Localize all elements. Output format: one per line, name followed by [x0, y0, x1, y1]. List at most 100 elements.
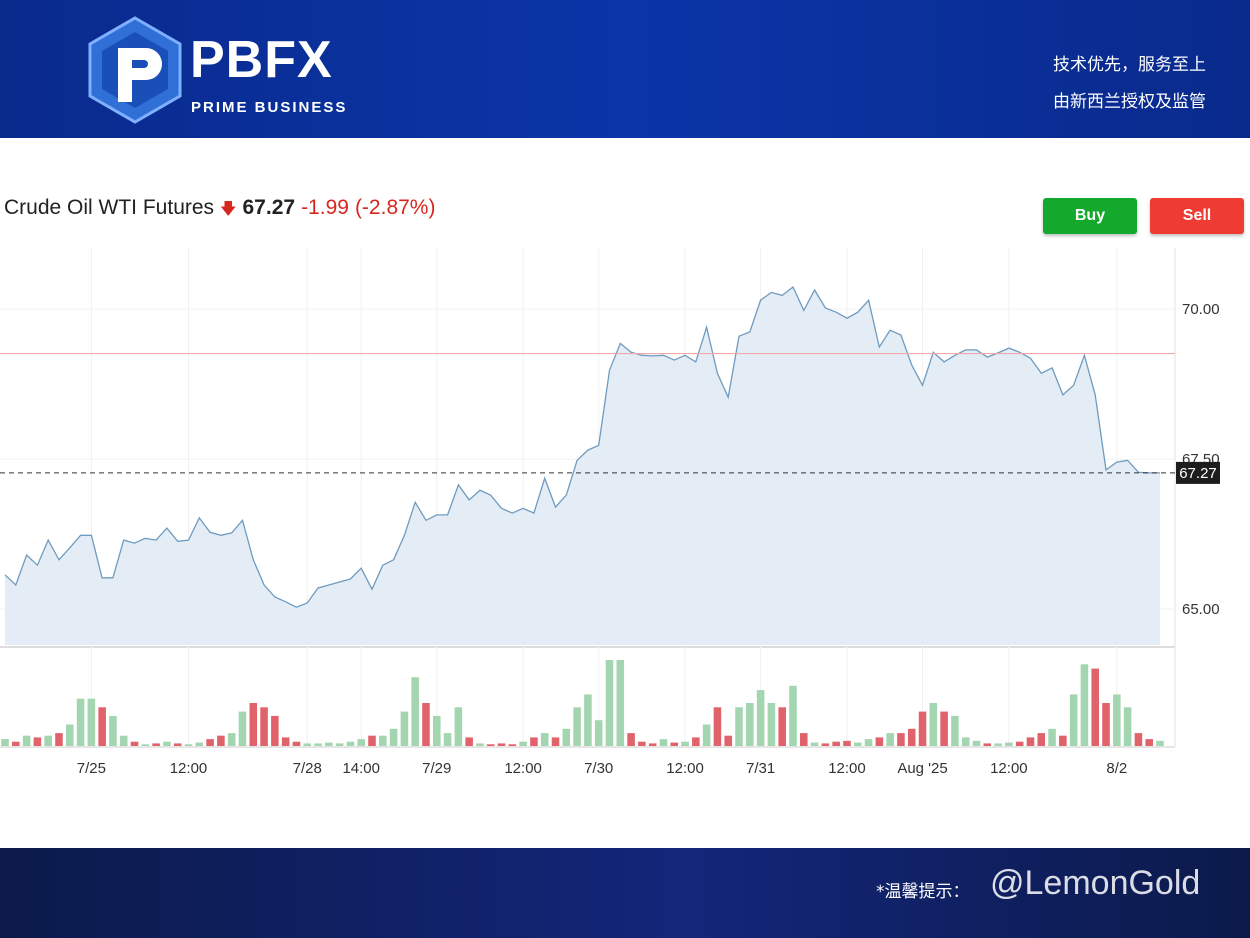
volume-bar [951, 715, 959, 746]
volume-bar [692, 737, 700, 746]
volume-bar [713, 707, 722, 746]
volume-bar [702, 724, 711, 746]
volume-bar [1, 739, 9, 746]
volume-bar [422, 703, 430, 746]
volume-bar [1005, 742, 1013, 746]
volume-bar [357, 739, 365, 746]
volume-bar [465, 737, 473, 746]
volume-bar [1091, 668, 1100, 746]
volume-bar [12, 741, 20, 746]
x-tick-label: 7/29 [422, 760, 451, 777]
volume-bar [22, 735, 31, 746]
volume-bar [746, 703, 754, 746]
price-change: -1.99 [301, 196, 349, 219]
volume-bar [638, 741, 646, 746]
volume-bar [98, 707, 106, 746]
x-tick-label: 8/2 [1106, 760, 1127, 777]
volume-bar [897, 733, 905, 746]
volume-bar [1037, 733, 1046, 746]
volume-bar [810, 742, 819, 746]
volume-bar [119, 735, 128, 746]
volume-bar [584, 694, 592, 746]
volume-bar [789, 685, 797, 746]
brand-sub: PRIME BUSINESS [191, 99, 348, 116]
volume-bar [681, 741, 689, 746]
x-tick-label: 7/28 [293, 760, 322, 777]
volume-bar [303, 743, 312, 746]
volume-bar [292, 741, 301, 746]
volume-bar [659, 739, 668, 746]
volume-bar [853, 742, 862, 746]
volume-bar [983, 743, 992, 746]
volume-bar [432, 715, 441, 746]
volume-bar [281, 737, 290, 746]
volume-bar [735, 707, 743, 746]
volume-bar [994, 743, 1002, 746]
volume-bar [1069, 694, 1078, 746]
volume-bar [163, 741, 171, 746]
volume-bar [1026, 737, 1035, 746]
header-banner: PBFX PRIME BUSINESS 技术优先，服务至上 由新西兰授权及监管 [0, 0, 1250, 138]
volume-bar [379, 735, 387, 746]
volume-bar [260, 707, 268, 746]
x-tick-label: Aug '25 [897, 760, 947, 777]
volume-bar [33, 737, 42, 746]
volume-bar [389, 728, 398, 746]
sell-button[interactable]: Sell [1150, 198, 1244, 234]
x-tick-label: 7/31 [746, 760, 775, 777]
volume-bar [325, 742, 333, 746]
buy-button[interactable]: Buy [1043, 198, 1137, 234]
volume-bar [454, 707, 463, 746]
volume-bar [519, 741, 527, 746]
chart-title: Crude Oil WTI Futures [4, 196, 215, 219]
volume-bar [800, 733, 808, 746]
volume-bar [346, 741, 355, 746]
volume-bar [184, 744, 193, 746]
volume-bar [972, 740, 981, 746]
volume-bar [1156, 740, 1164, 746]
volume-bar [886, 733, 894, 746]
volume-bar [271, 715, 279, 746]
x-tick-label: 12:00 [504, 760, 542, 777]
x-tick-label: 12:00 [828, 760, 866, 777]
volume-bar [411, 677, 419, 746]
volume-bar [368, 735, 376, 746]
last-price-tag [1176, 461, 1220, 484]
volume-bar [130, 741, 139, 746]
volume-bar [864, 739, 873, 746]
volume-bar [918, 711, 927, 746]
volume-bar [1102, 703, 1110, 746]
volume-bar [627, 733, 635, 746]
volume-bar [670, 742, 679, 746]
volume-bar [767, 703, 776, 746]
volume-bar [648, 743, 657, 746]
volume-bar [778, 707, 786, 746]
price-line [4, 285, 1160, 608]
x-tick-label: 12:00 [990, 760, 1028, 777]
volume-bar [65, 724, 74, 746]
x-tick-label: 7/30 [584, 760, 613, 777]
footer-banner [0, 848, 1250, 938]
volume-bar [227, 733, 236, 746]
volume-bar [152, 743, 160, 746]
volume-bar [335, 743, 344, 746]
volume-bar [530, 737, 538, 746]
volume-bar [486, 744, 495, 746]
volume-bar [55, 733, 63, 746]
volume-bar [1145, 739, 1153, 746]
volume-bar [540, 733, 549, 746]
y-tick-label: 70.00 [1182, 301, 1220, 318]
volume-bar [206, 739, 214, 746]
volume-bar [314, 743, 322, 746]
x-tick-label: 12:00 [666, 760, 704, 777]
slogan: 技术优先，服务至上 [1053, 55, 1206, 75]
title-row: Crude Oil WTI Futures 🡇 67.27 -1.99 (-2.87%) [4, 196, 441, 225]
last-price-label: 67.27 [1179, 465, 1217, 482]
volume-bar [1015, 741, 1024, 746]
chart: 7/25 12:00 7/28 14:00 7/29 12:00 7/30 12:00 7/31… [0, 248, 1220, 777]
volume-bar [573, 707, 581, 746]
volume-bar [508, 744, 517, 746]
volume-bar [141, 744, 150, 746]
volume-bar [1048, 728, 1056, 746]
volume-bar [843, 740, 851, 746]
